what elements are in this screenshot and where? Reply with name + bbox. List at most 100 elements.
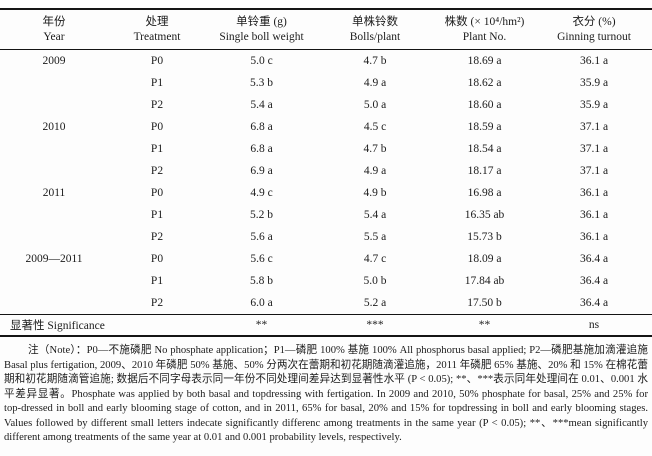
year-cell <box>0 204 108 226</box>
treatment-cell: P0 <box>150 121 164 133</box>
bolls-per-plant-cell: 5.0 b <box>363 275 387 287</box>
col-header-plant-no-en: Plant No. <box>462 31 507 43</box>
bolls-per-plant-cell: 5.5 a <box>363 231 387 243</box>
year-cell: 2009—2011 <box>25 253 83 265</box>
bolls-per-plant-cell: 4.7 b <box>363 55 387 67</box>
col-header-ginning-en: Ginning turnout <box>557 31 631 43</box>
treatment-cell: P2 <box>150 231 164 243</box>
bolls-per-plant-cell: 4.5 c <box>363 121 387 133</box>
table-note: 注（Note）：P0—不施磷肥 No phosphate application… <box>4 345 648 443</box>
boll-weight-cell: 5.6 a <box>250 231 273 243</box>
plant-no-cell: 18.09 a <box>467 253 502 265</box>
col-header-bolls-per-plant: 单株铃数 Bolls/plant <box>317 9 433 50</box>
boll-weight-cell: 6.9 a <box>250 165 273 177</box>
significance-bolls-per-plant: *** <box>317 314 433 336</box>
ginning-cell: 36.4 a <box>579 253 609 265</box>
bolls-per-plant-cell: 5.2 a <box>363 297 387 309</box>
ginning-cell: 36.1 a <box>579 231 609 243</box>
col-header-treatment: 处理 Treatment <box>108 9 206 50</box>
table-row: 2010 P0 6.8 a 4.5 c 18.59 a 37.1 a <box>0 116 652 138</box>
ginning-cell: 35.9 a <box>579 99 609 111</box>
ginning-cell: 37.1 a <box>579 121 609 133</box>
table-row: P2 6.0 a 5.2 a 17.50 b 36.4 a <box>0 292 652 315</box>
bolls-per-plant-cell: 4.9 b <box>363 187 387 199</box>
plant-no-cell: 17.84 ab <box>464 275 505 287</box>
table-row: P1 5.3 b 4.9 a 18.62 a 35.9 a <box>0 72 652 94</box>
plant-no-cell: 18.69 a <box>467 55 502 67</box>
bolls-per-plant-cell: 5.4 a <box>363 209 387 221</box>
boll-weight-cell: 5.3 b <box>250 77 273 89</box>
bolls-per-plant-cell: 5.0 a <box>363 99 387 111</box>
year-cell: 2010 <box>42 121 66 133</box>
col-header-plant-no-zh: 株数 (× 10⁴/hm²) <box>444 16 525 28</box>
col-header-bolls-per-plant-en: Bolls/plant <box>349 31 401 43</box>
ginning-cell: 35.9 a <box>579 77 609 89</box>
treatment-cell: P0 <box>150 55 164 67</box>
table-row: 2011 P0 4.9 c 4.9 b 16.98 a 36.1 a <box>0 182 652 204</box>
year-cell <box>0 226 108 248</box>
col-header-year-zh: 年份 <box>42 16 66 28</box>
significance-plant-no: ** <box>433 314 536 336</box>
treatment-cell: P1 <box>150 209 164 221</box>
ginning-cell: 37.1 a <box>579 165 609 177</box>
boll-weight-cell: 5.0 c <box>250 55 273 67</box>
col-header-boll-weight-en: Single boll weight <box>219 31 304 43</box>
plant-no-cell: 16.35 ab <box>464 209 505 221</box>
table-row: P2 5.4 a 5.0 a 18.60 a 35.9 a <box>0 94 652 116</box>
col-header-year-en: Year <box>43 31 65 43</box>
ginning-cell: 36.4 a <box>579 275 609 287</box>
ginning-cell: 36.1 a <box>579 187 609 199</box>
significance-row: 显著性 Significance ** *** ** ns <box>0 314 652 336</box>
ginning-cell: 36.4 a <box>579 297 609 309</box>
boll-weight-cell: 6.0 a <box>250 297 273 309</box>
bolls-per-plant-cell: 4.9 a <box>363 165 387 177</box>
boll-weight-cell: 6.8 a <box>250 143 273 155</box>
treatment-cell: P0 <box>150 187 164 199</box>
table-header: 年份 Year 处理 Treatment 单铃重 (g) Single boll… <box>0 9 652 50</box>
plant-no-cell: 18.62 a <box>467 77 502 89</box>
ginning-cell: 36.1 a <box>579 209 609 221</box>
col-header-treatment-en: Treatment <box>133 31 181 43</box>
table-row: 2009—2011 P0 5.6 c 4.7 c 18.09 a 36.4 a <box>0 248 652 270</box>
plant-no-cell: 18.54 a <box>467 143 502 155</box>
col-header-boll-weight: 单铃重 (g) Single boll weight <box>206 9 317 50</box>
boll-weight-cell: 5.6 c <box>250 253 273 265</box>
table-row: P2 5.6 a 5.5 a 15.73 b 36.1 a <box>0 226 652 248</box>
plant-no-cell: 17.50 b <box>467 297 502 309</box>
col-header-ginning-zh: 衣分 (%) <box>572 16 616 28</box>
treatment-cell: P1 <box>150 143 164 155</box>
col-header-bolls-per-plant-zh: 单株铃数 <box>352 16 398 28</box>
boll-weight-cell: 4.9 c <box>250 187 273 199</box>
bolls-per-plant-cell: 4.7 b <box>363 143 387 155</box>
treatment-cell: P1 <box>150 77 164 89</box>
treatment-cell: P2 <box>150 165 164 177</box>
treatment-cell: P2 <box>150 297 164 309</box>
significance-ginning: ns <box>536 314 652 336</box>
year-cell: 2011 <box>42 187 66 199</box>
year-cell <box>0 138 108 160</box>
plant-no-cell: 18.59 a <box>467 121 502 133</box>
ginning-cell: 37.1 a <box>579 143 609 155</box>
significance-boll-weight: ** <box>206 314 317 336</box>
year-cell <box>0 292 108 315</box>
year-cell: 2009 <box>42 55 66 67</box>
treatment-cell: P0 <box>150 253 164 265</box>
table-row: 2009 P0 5.0 c 4.7 b 18.69 a 36.1 a <box>0 50 652 73</box>
treatment-cell: P1 <box>150 275 164 287</box>
table-row: P2 6.9 a 4.9 a 18.17 a 37.1 a <box>0 160 652 182</box>
boll-weight-cell: 5.8 b <box>250 275 273 287</box>
col-header-treatment-zh: 处理 <box>145 16 169 28</box>
col-header-year: 年份 Year <box>0 9 108 50</box>
significance-label: 显著性 Significance <box>0 314 206 336</box>
plant-no-cell: 15.73 b <box>467 231 502 243</box>
year-cell <box>0 94 108 116</box>
boll-weight-cell: 5.4 a <box>250 99 273 111</box>
boll-weight-cell: 5.2 b <box>250 209 273 221</box>
plant-no-cell: 16.98 a <box>467 187 502 199</box>
table-row: P1 5.8 b 5.0 b 17.84 ab 36.4 a <box>0 270 652 292</box>
col-header-plant-no: 株数 (× 10⁴/hm²) Plant No. <box>433 9 536 50</box>
header-row: 年份 Year 处理 Treatment 单铃重 (g) Single boll… <box>0 9 652 50</box>
col-header-ginning: 衣分 (%) Ginning turnout <box>536 9 652 50</box>
col-header-boll-weight-zh: 单铃重 (g) <box>236 16 287 28</box>
